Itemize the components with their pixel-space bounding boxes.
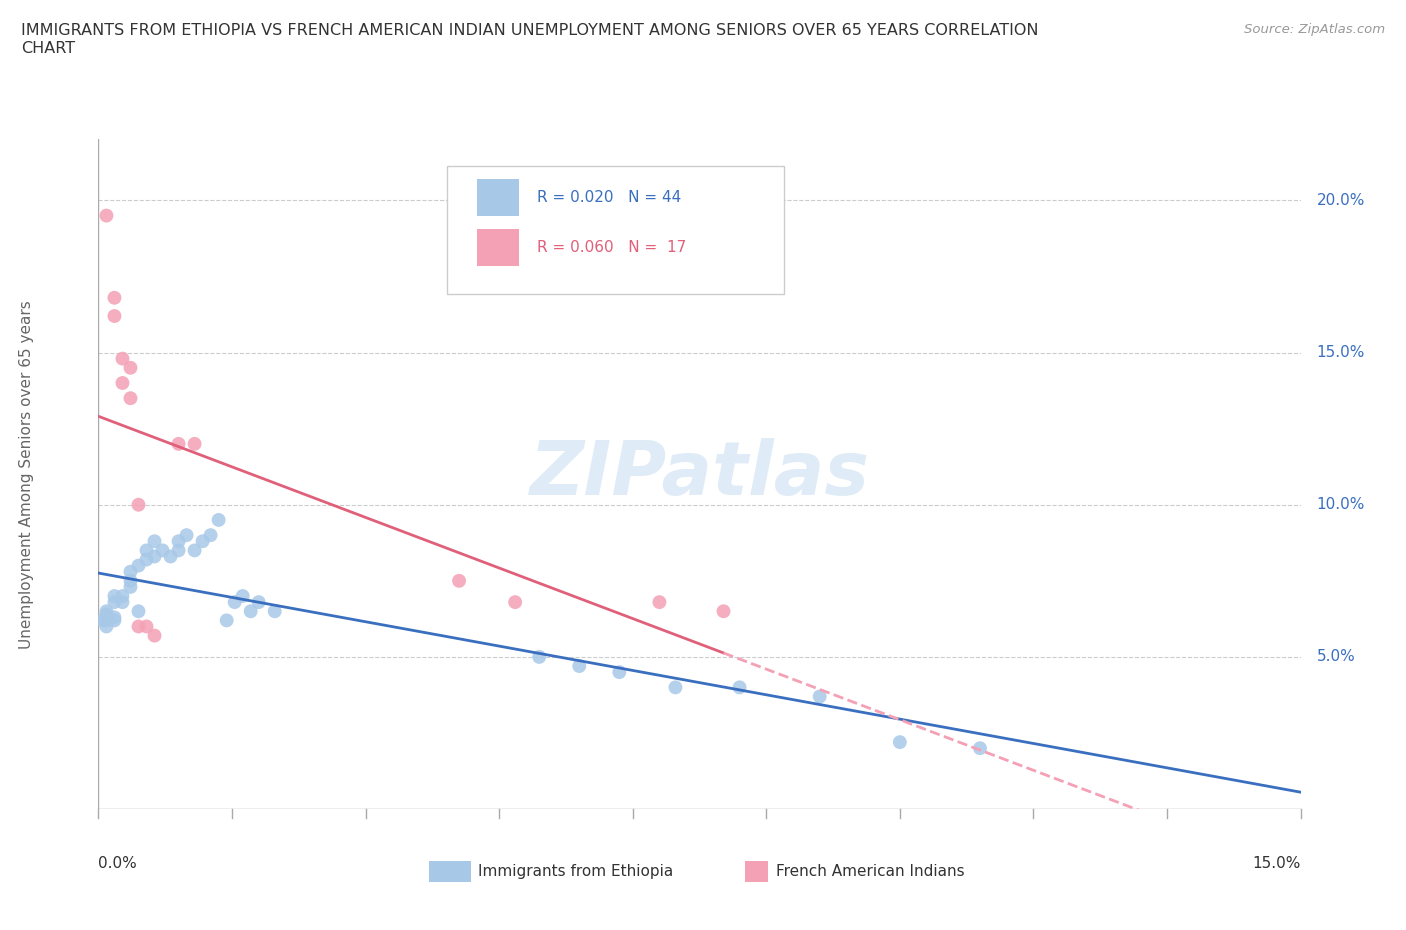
- Point: [111, 589, 134, 604]
- Point: [128, 498, 150, 512]
- Point: [96, 607, 118, 622]
- Point: [152, 543, 174, 558]
- Point: [232, 589, 254, 604]
- Text: R = 0.020   N = 44: R = 0.020 N = 44: [537, 191, 682, 206]
- Point: [103, 589, 125, 604]
- Point: [208, 512, 231, 527]
- Point: [120, 579, 142, 594]
- Point: [191, 534, 214, 549]
- Point: [96, 613, 118, 628]
- Point: [183, 543, 205, 558]
- Point: [111, 594, 134, 609]
- Point: [103, 309, 125, 324]
- Text: R = 0.060   N =  17: R = 0.060 N = 17: [537, 241, 686, 256]
- Point: [143, 628, 166, 643]
- Point: [111, 352, 134, 366]
- Point: [247, 594, 270, 609]
- Point: [728, 680, 751, 695]
- Text: IMMIGRANTS FROM ETHIOPIA VS FRENCH AMERICAN INDIAN UNEMPLOYMENT AMONG SENIORS OV: IMMIGRANTS FROM ETHIOPIA VS FRENCH AMERI…: [21, 23, 1039, 56]
- Point: [176, 527, 198, 542]
- Point: [808, 689, 831, 704]
- Text: 20.0%: 20.0%: [1316, 193, 1365, 208]
- Text: 10.0%: 10.0%: [1316, 498, 1365, 512]
- Point: [200, 527, 222, 542]
- Point: [96, 610, 118, 625]
- Point: [167, 543, 190, 558]
- Text: French American Indians: French American Indians: [776, 864, 965, 879]
- Text: Unemployment Among Seniors over 65 years: Unemployment Among Seniors over 65 years: [18, 300, 34, 649]
- Point: [215, 613, 238, 628]
- Point: [120, 391, 142, 405]
- Point: [664, 680, 686, 695]
- Text: 5.0%: 5.0%: [1316, 649, 1355, 664]
- Point: [103, 613, 125, 628]
- Point: [239, 604, 262, 618]
- FancyBboxPatch shape: [477, 230, 519, 266]
- FancyBboxPatch shape: [447, 166, 783, 294]
- Point: [96, 208, 118, 223]
- Point: [96, 604, 118, 618]
- Point: [135, 543, 157, 558]
- FancyBboxPatch shape: [477, 179, 519, 217]
- Point: [969, 741, 991, 756]
- Text: 15.0%: 15.0%: [1253, 856, 1301, 871]
- Point: [503, 594, 526, 609]
- Point: [96, 619, 118, 634]
- Point: [143, 549, 166, 564]
- Point: [529, 649, 551, 664]
- Point: [128, 619, 150, 634]
- Point: [447, 574, 470, 589]
- Point: [128, 604, 150, 618]
- Point: [91, 613, 114, 628]
- Point: [167, 436, 190, 451]
- Point: [889, 735, 911, 750]
- Text: 0.0%: 0.0%: [98, 856, 138, 871]
- Point: [263, 604, 285, 618]
- Point: [183, 436, 205, 451]
- Point: [103, 594, 125, 609]
- Point: [128, 558, 150, 573]
- Point: [224, 594, 246, 609]
- Point: [568, 658, 591, 673]
- Text: Immigrants from Ethiopia: Immigrants from Ethiopia: [478, 864, 673, 879]
- Point: [713, 604, 735, 618]
- Point: [120, 565, 142, 579]
- Point: [120, 360, 142, 375]
- Text: 15.0%: 15.0%: [1316, 345, 1365, 360]
- Point: [143, 534, 166, 549]
- Point: [111, 376, 134, 391]
- Text: Source: ZipAtlas.com: Source: ZipAtlas.com: [1244, 23, 1385, 36]
- Point: [648, 594, 671, 609]
- Point: [103, 290, 125, 305]
- Point: [103, 610, 125, 625]
- Point: [135, 552, 157, 567]
- Point: [609, 665, 631, 680]
- Point: [159, 549, 181, 564]
- Point: [120, 574, 142, 589]
- Point: [167, 534, 190, 549]
- Point: [135, 619, 157, 634]
- Text: ZIPatlas: ZIPatlas: [530, 438, 869, 511]
